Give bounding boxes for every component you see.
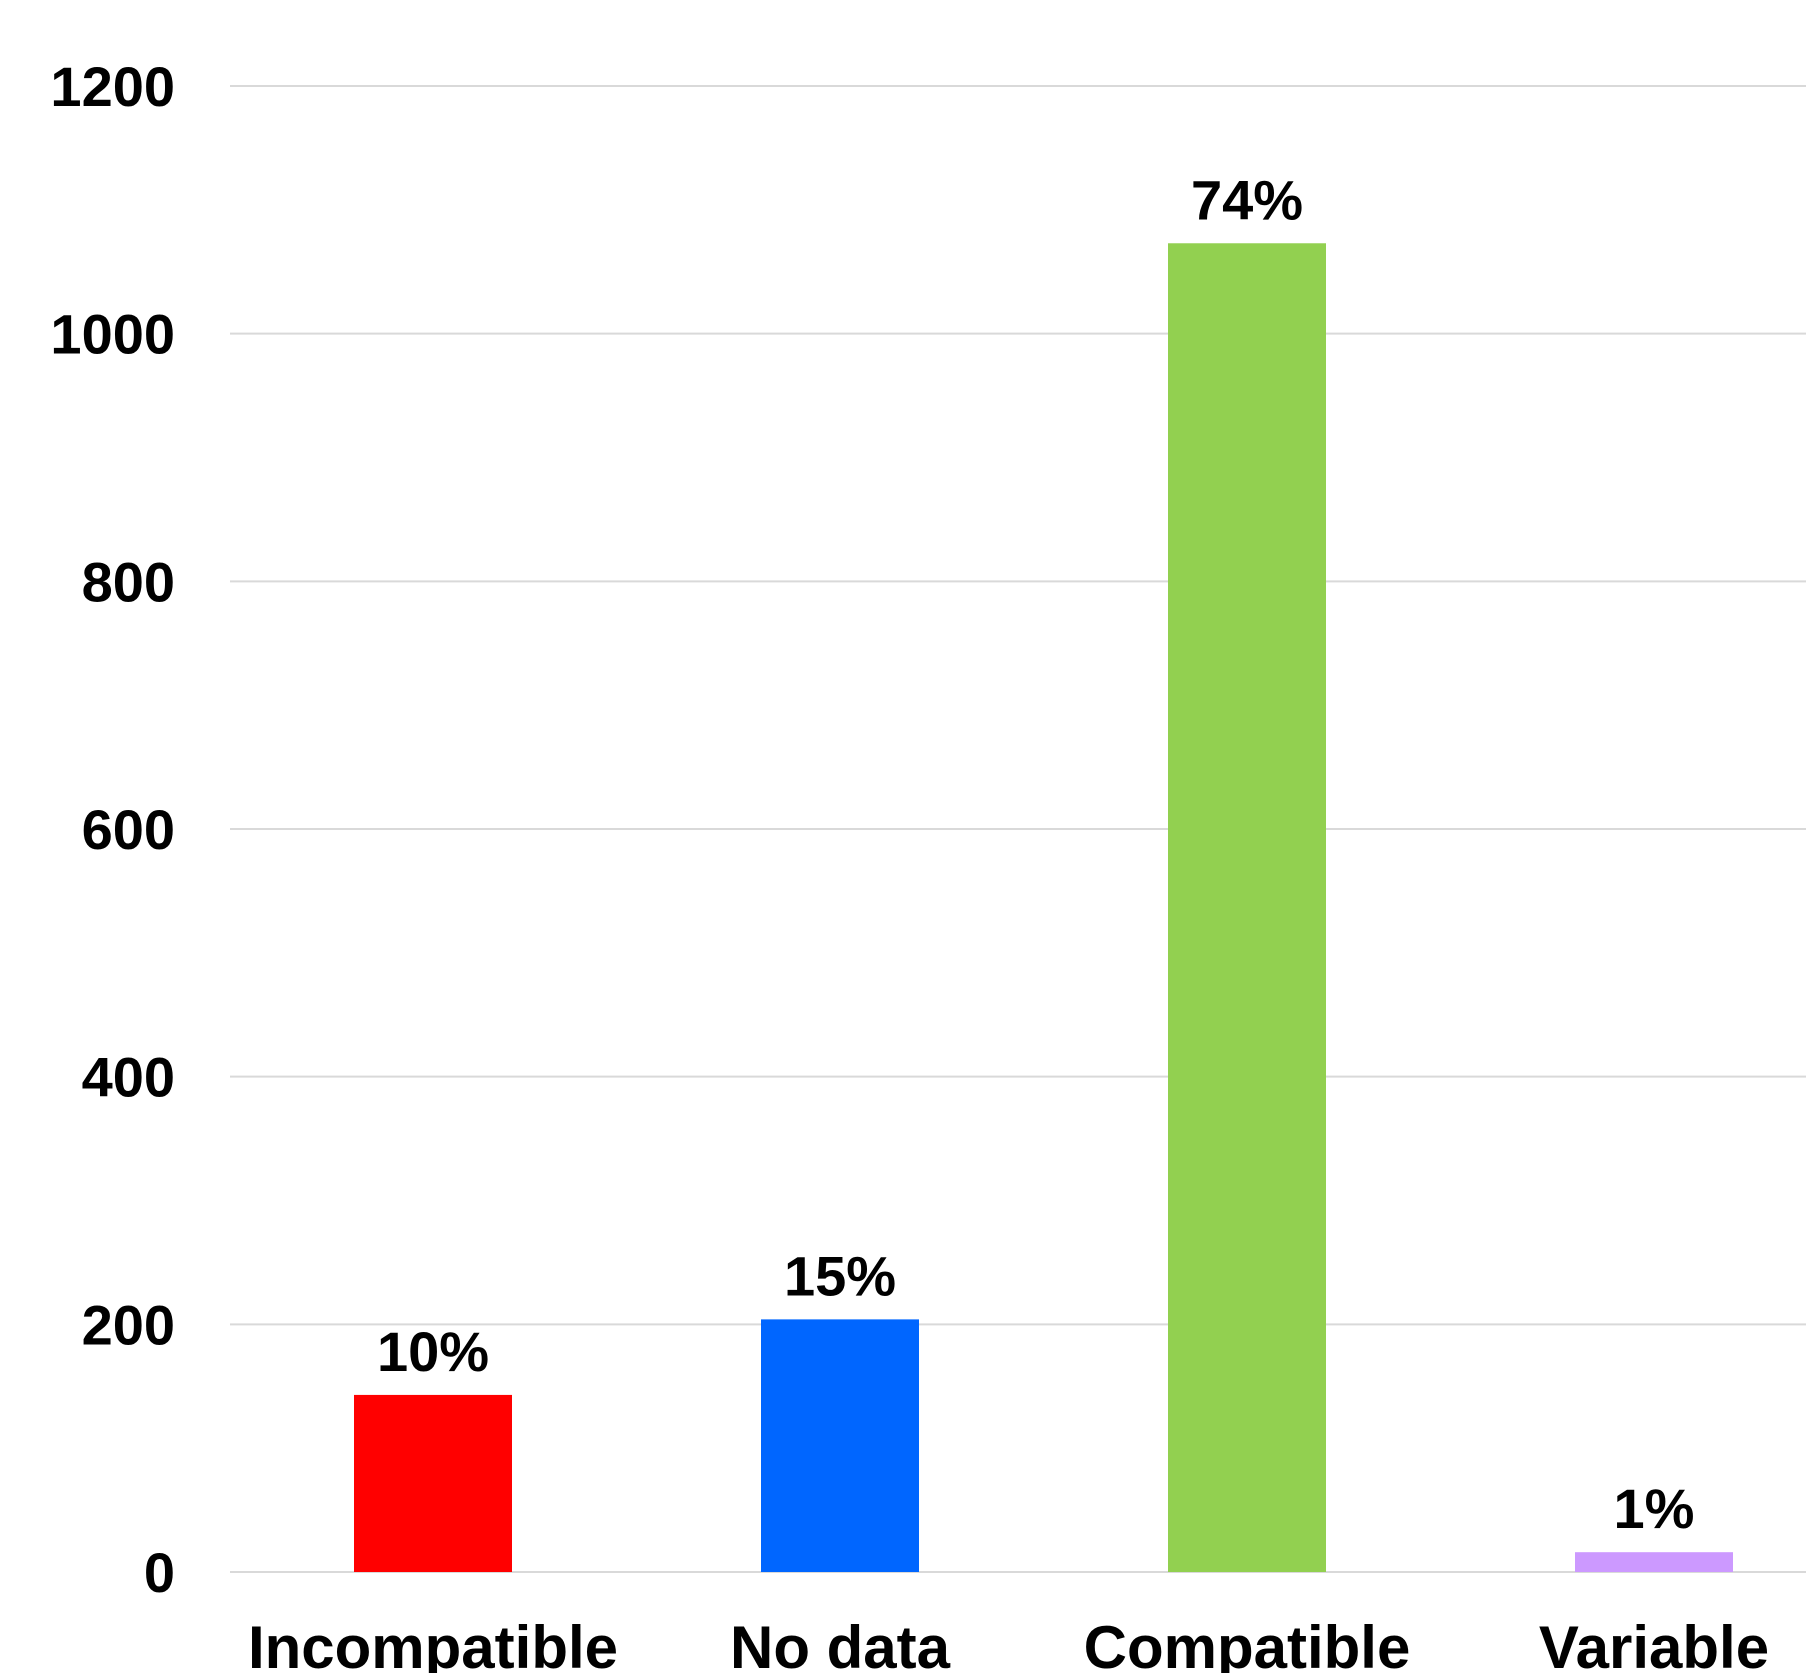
- data-label-compatible: 74%: [1191, 168, 1303, 231]
- bar-incompatible: [354, 1394, 512, 1572]
- y-tick-label-1000: 1000: [50, 303, 175, 366]
- data-label-variable: 1%: [1614, 1477, 1695, 1540]
- bar-variable: [1575, 1552, 1733, 1572]
- category-label-incompatible: Incompatible: [248, 1614, 618, 1673]
- y-tick-label-200: 200: [82, 1293, 175, 1356]
- category-label-no-data: No data: [730, 1614, 951, 1673]
- x-axis-category-labels: Incompatible No data Compatible Variable: [248, 1614, 1769, 1673]
- y-tick-label-0: 0: [144, 1541, 175, 1604]
- bar-no-data: [761, 1319, 919, 1572]
- data-labels: 10% 15% 74% 1%: [377, 168, 1695, 1540]
- y-tick-label-400: 400: [82, 1046, 175, 1109]
- bars: [354, 243, 1733, 1573]
- data-label-no-data: 15%: [784, 1244, 896, 1307]
- category-label-compatible: Compatible: [1084, 1614, 1411, 1673]
- y-axis-tick-labels: 0 200 400 600 800 1000 1200: [50, 55, 175, 1604]
- category-label-variable: Variable: [1539, 1614, 1769, 1673]
- bar-compatible: [1168, 243, 1326, 1573]
- y-tick-label-600: 600: [82, 798, 175, 861]
- data-label-incompatible: 10%: [377, 1320, 489, 1383]
- gridlines: [230, 85, 1806, 1573]
- y-tick-label-800: 800: [82, 550, 175, 613]
- y-tick-label-1200: 1200: [50, 55, 175, 118]
